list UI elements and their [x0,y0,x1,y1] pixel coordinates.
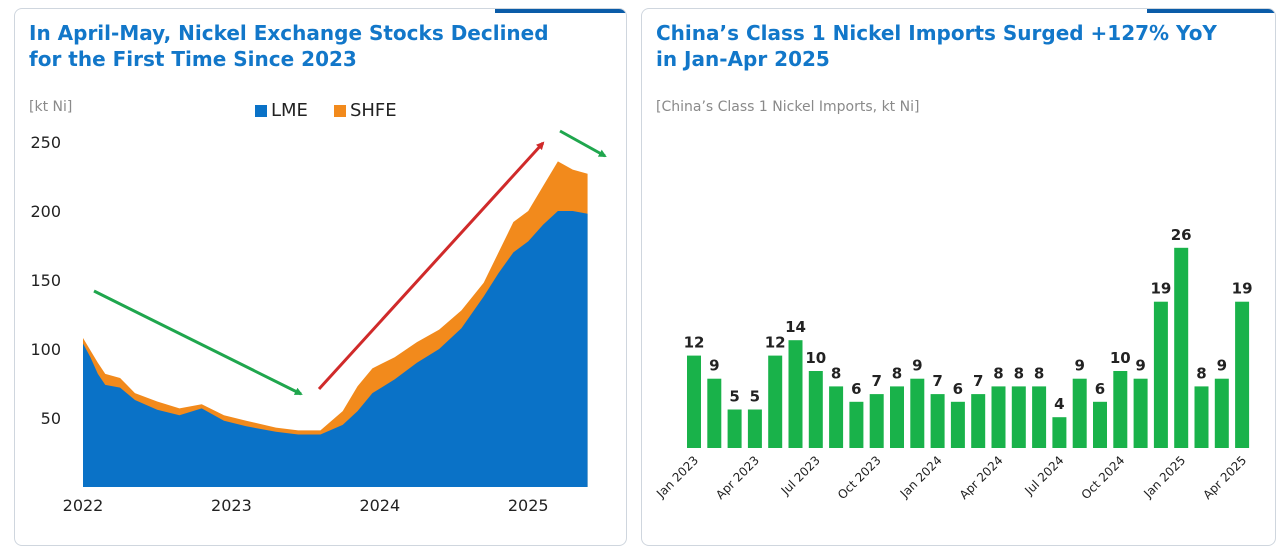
legend-item-lme: LME [255,100,308,121]
x-tick-label: 2025 [508,496,549,515]
bar [1174,247,1189,448]
bar [1032,386,1047,448]
bar [788,340,803,448]
bar [1194,386,1209,448]
data-label: 7 [973,372,983,390]
bar [1072,378,1087,448]
data-label: 8 [993,364,1003,382]
bar [890,386,904,448]
data-label: 19 [1232,280,1253,298]
bar [1113,371,1128,448]
data-label: 12 [765,334,786,352]
lme-swatch [255,104,267,117]
x-tick-label: Jan 2025 [1140,453,1188,501]
bar [768,355,783,448]
bar [930,394,945,448]
bar [1011,386,1026,448]
legend-label-shfe: SHFE [349,100,397,121]
data-label: 10 [805,349,826,367]
bar [849,401,864,448]
legend: LME SHFE [255,100,397,121]
x-tick-label: 2022 [63,496,104,515]
stocks-chart-panel: In April-May, Nickel Exchange Stocks Dec… [14,8,627,546]
x-tick-label: Apr 2024 [957,453,1006,502]
bar [1093,401,1107,448]
bar [971,394,986,448]
unit-label: [China’s Class 1 Nickel Imports, kt Ni] [656,99,920,115]
data-label: 10 [1110,349,1131,367]
data-label: 5 [750,388,760,406]
y-tick-label: 150 [30,271,61,290]
bar [1214,378,1229,448]
legend-label-lme: LME [271,100,308,121]
bar [1153,301,1168,448]
data-label: 7 [871,372,881,390]
data-label: 8 [1196,364,1206,382]
y-tick-label: 250 [30,133,61,152]
bar [1133,378,1148,448]
bar [808,371,823,448]
trend-arrow-up [317,141,545,391]
data-label: 12 [684,334,705,352]
x-tick-label: Apr 2025 [1200,453,1249,502]
legend-item-shfe: SHFE [333,100,397,121]
bar [1052,417,1067,448]
data-label: 9 [1217,357,1227,375]
data-label: 8 [1014,364,1024,382]
lme-area [83,211,588,487]
x-tick-label: Oct 2024 [1079,453,1128,502]
x-tick-label: 2023 [211,496,252,515]
data-label: 26 [1171,226,1192,244]
x-tick-label: Jan 2024 [897,453,945,501]
x-tick-label: Jul 2023 [778,453,823,498]
data-label: 6 [953,380,963,398]
x-tick-label: 2024 [359,496,400,515]
x-tick-label: Jul 2024 [1021,453,1066,498]
y-tick-label: 200 [30,202,61,221]
trend-arrow-down [93,289,303,396]
x-tick-label: Apr 2023 [713,453,762,502]
bar [869,394,884,448]
data-label: 19 [1150,280,1171,298]
data-label: 9 [1135,357,1145,375]
bar [829,386,844,448]
bar [950,401,965,448]
data-label: 5 [729,388,739,406]
bar [1235,301,1250,448]
data-label: 9 [912,357,922,375]
data-label: 9 [709,357,719,375]
data-label: 6 [851,380,861,398]
data-label: 8 [831,364,841,382]
unit-label: [kt Ni] [29,99,73,115]
bar [707,378,722,448]
chart-title: In April-May, Nickel Exchange Stocks Dec… [29,21,549,71]
accent-bar [495,9,626,13]
data-label: 9 [1074,357,1084,375]
y-tick-label: 100 [30,340,61,359]
data-label: 8 [1034,364,1044,382]
x-tick-label: Oct 2023 [835,453,884,502]
x-tick-label: Jan 2023 [653,453,701,501]
data-label: 14 [785,318,806,336]
data-label: 4 [1054,395,1064,413]
chart-title: China’s Class 1 Nickel Imports Surged +1… [656,21,1217,71]
data-label: 8 [892,364,902,382]
accent-bar [1147,9,1275,13]
data-label: 7 [932,372,942,390]
bar [687,355,701,448]
imports-chart-panel: China’s Class 1 Nickel Imports Surged +1… [641,8,1276,546]
bar [910,378,925,448]
bar [727,409,742,448]
data-label: 6 [1095,380,1105,398]
trend-arrow-down-recent [559,129,607,158]
bar [747,409,762,448]
shfe-swatch [333,104,346,117]
y-tick-label: 50 [41,409,61,428]
bar [991,386,1006,448]
stocks-area-chart: 50 100 150 200 250 2022 2023 2024 2025 [30,129,607,515]
